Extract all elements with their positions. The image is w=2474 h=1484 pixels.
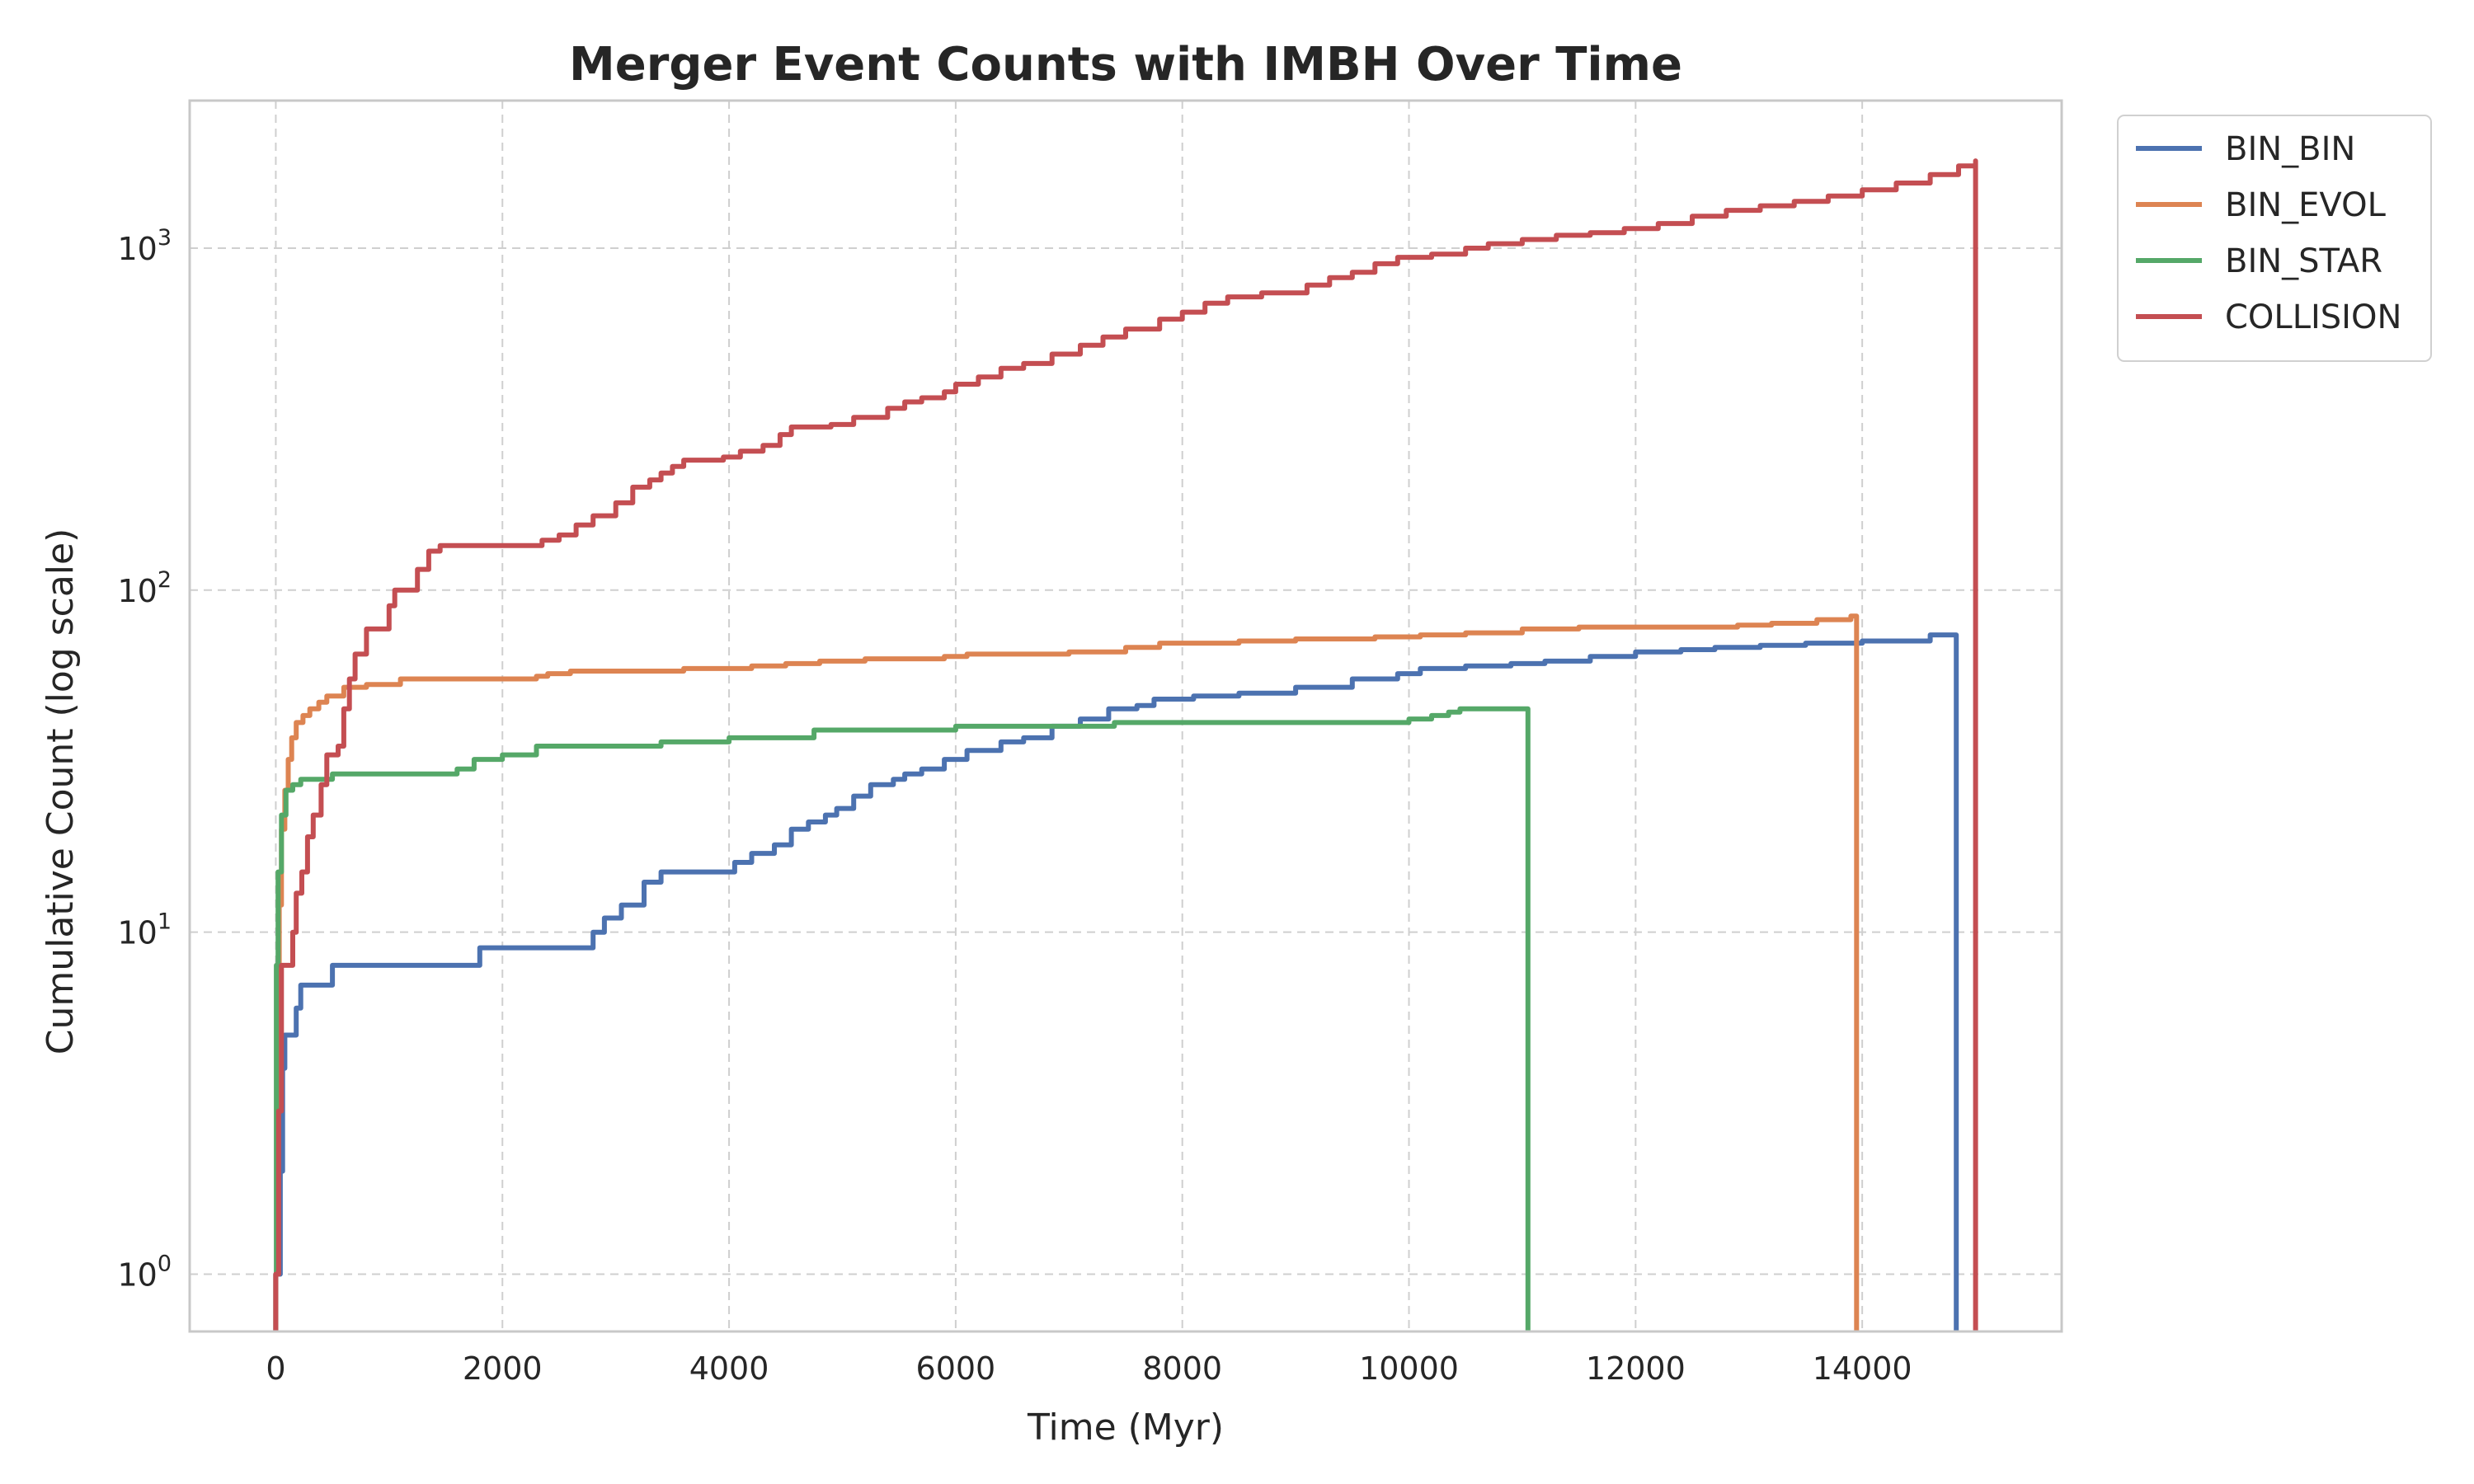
series-line-bin-star <box>273 706 1531 1331</box>
plot-frame <box>188 99 2063 1333</box>
x-tick-label: 0 <box>266 1350 285 1387</box>
y-axis-ticks: 100 101 102 103 <box>117 225 172 1294</box>
y-tick-label: 101 <box>117 909 172 951</box>
legend-label-bin-star: BIN_STAR <box>2225 242 2382 280</box>
x-tick-label: 14000 <box>1813 1350 1912 1387</box>
x-tick-label: 8000 <box>1142 1350 1222 1387</box>
legend-label-collision: COLLISION <box>2225 298 2401 336</box>
x-axis-label: Time (Myr) <box>1027 1407 1224 1449</box>
x-tick-label: 12000 <box>1586 1350 1686 1387</box>
series-line-collision <box>273 158 1978 1331</box>
y-tick-label: 102 <box>117 567 172 609</box>
x-tick-label: 2000 <box>463 1350 543 1387</box>
series-line-bin-evol <box>273 613 1860 1331</box>
plot-series <box>273 158 1978 1331</box>
legend-items: BIN_BIN BIN_EVOL BIN_STAR COLLISION <box>2136 130 2401 336</box>
x-tick-label: 4000 <box>689 1350 769 1387</box>
legend-label-bin-evol: BIN_EVOL <box>2225 186 2387 224</box>
y-tick-label: 103 <box>117 225 172 267</box>
y-axis-label: Cumulative Count (log scale) <box>40 528 82 1055</box>
grid <box>190 101 2062 1331</box>
legend-box <box>2117 115 2432 362</box>
legend-label-bin-bin: BIN_BIN <box>2225 130 2355 168</box>
x-tick-label: 10000 <box>1359 1350 1459 1387</box>
legend: BIN_BIN BIN_EVOL BIN_STAR COLLISION <box>2117 115 2432 362</box>
series-line-bin-bin <box>273 632 1959 1331</box>
x-tick-label: 6000 <box>916 1350 996 1387</box>
y-tick-label: 100 <box>117 1252 172 1294</box>
x-axis-ticks: 0 2000 4000 6000 8000 10000 12000 14000 <box>266 1350 1912 1387</box>
chart-title: Merger Event Counts with IMBH Over Time <box>569 38 1682 92</box>
